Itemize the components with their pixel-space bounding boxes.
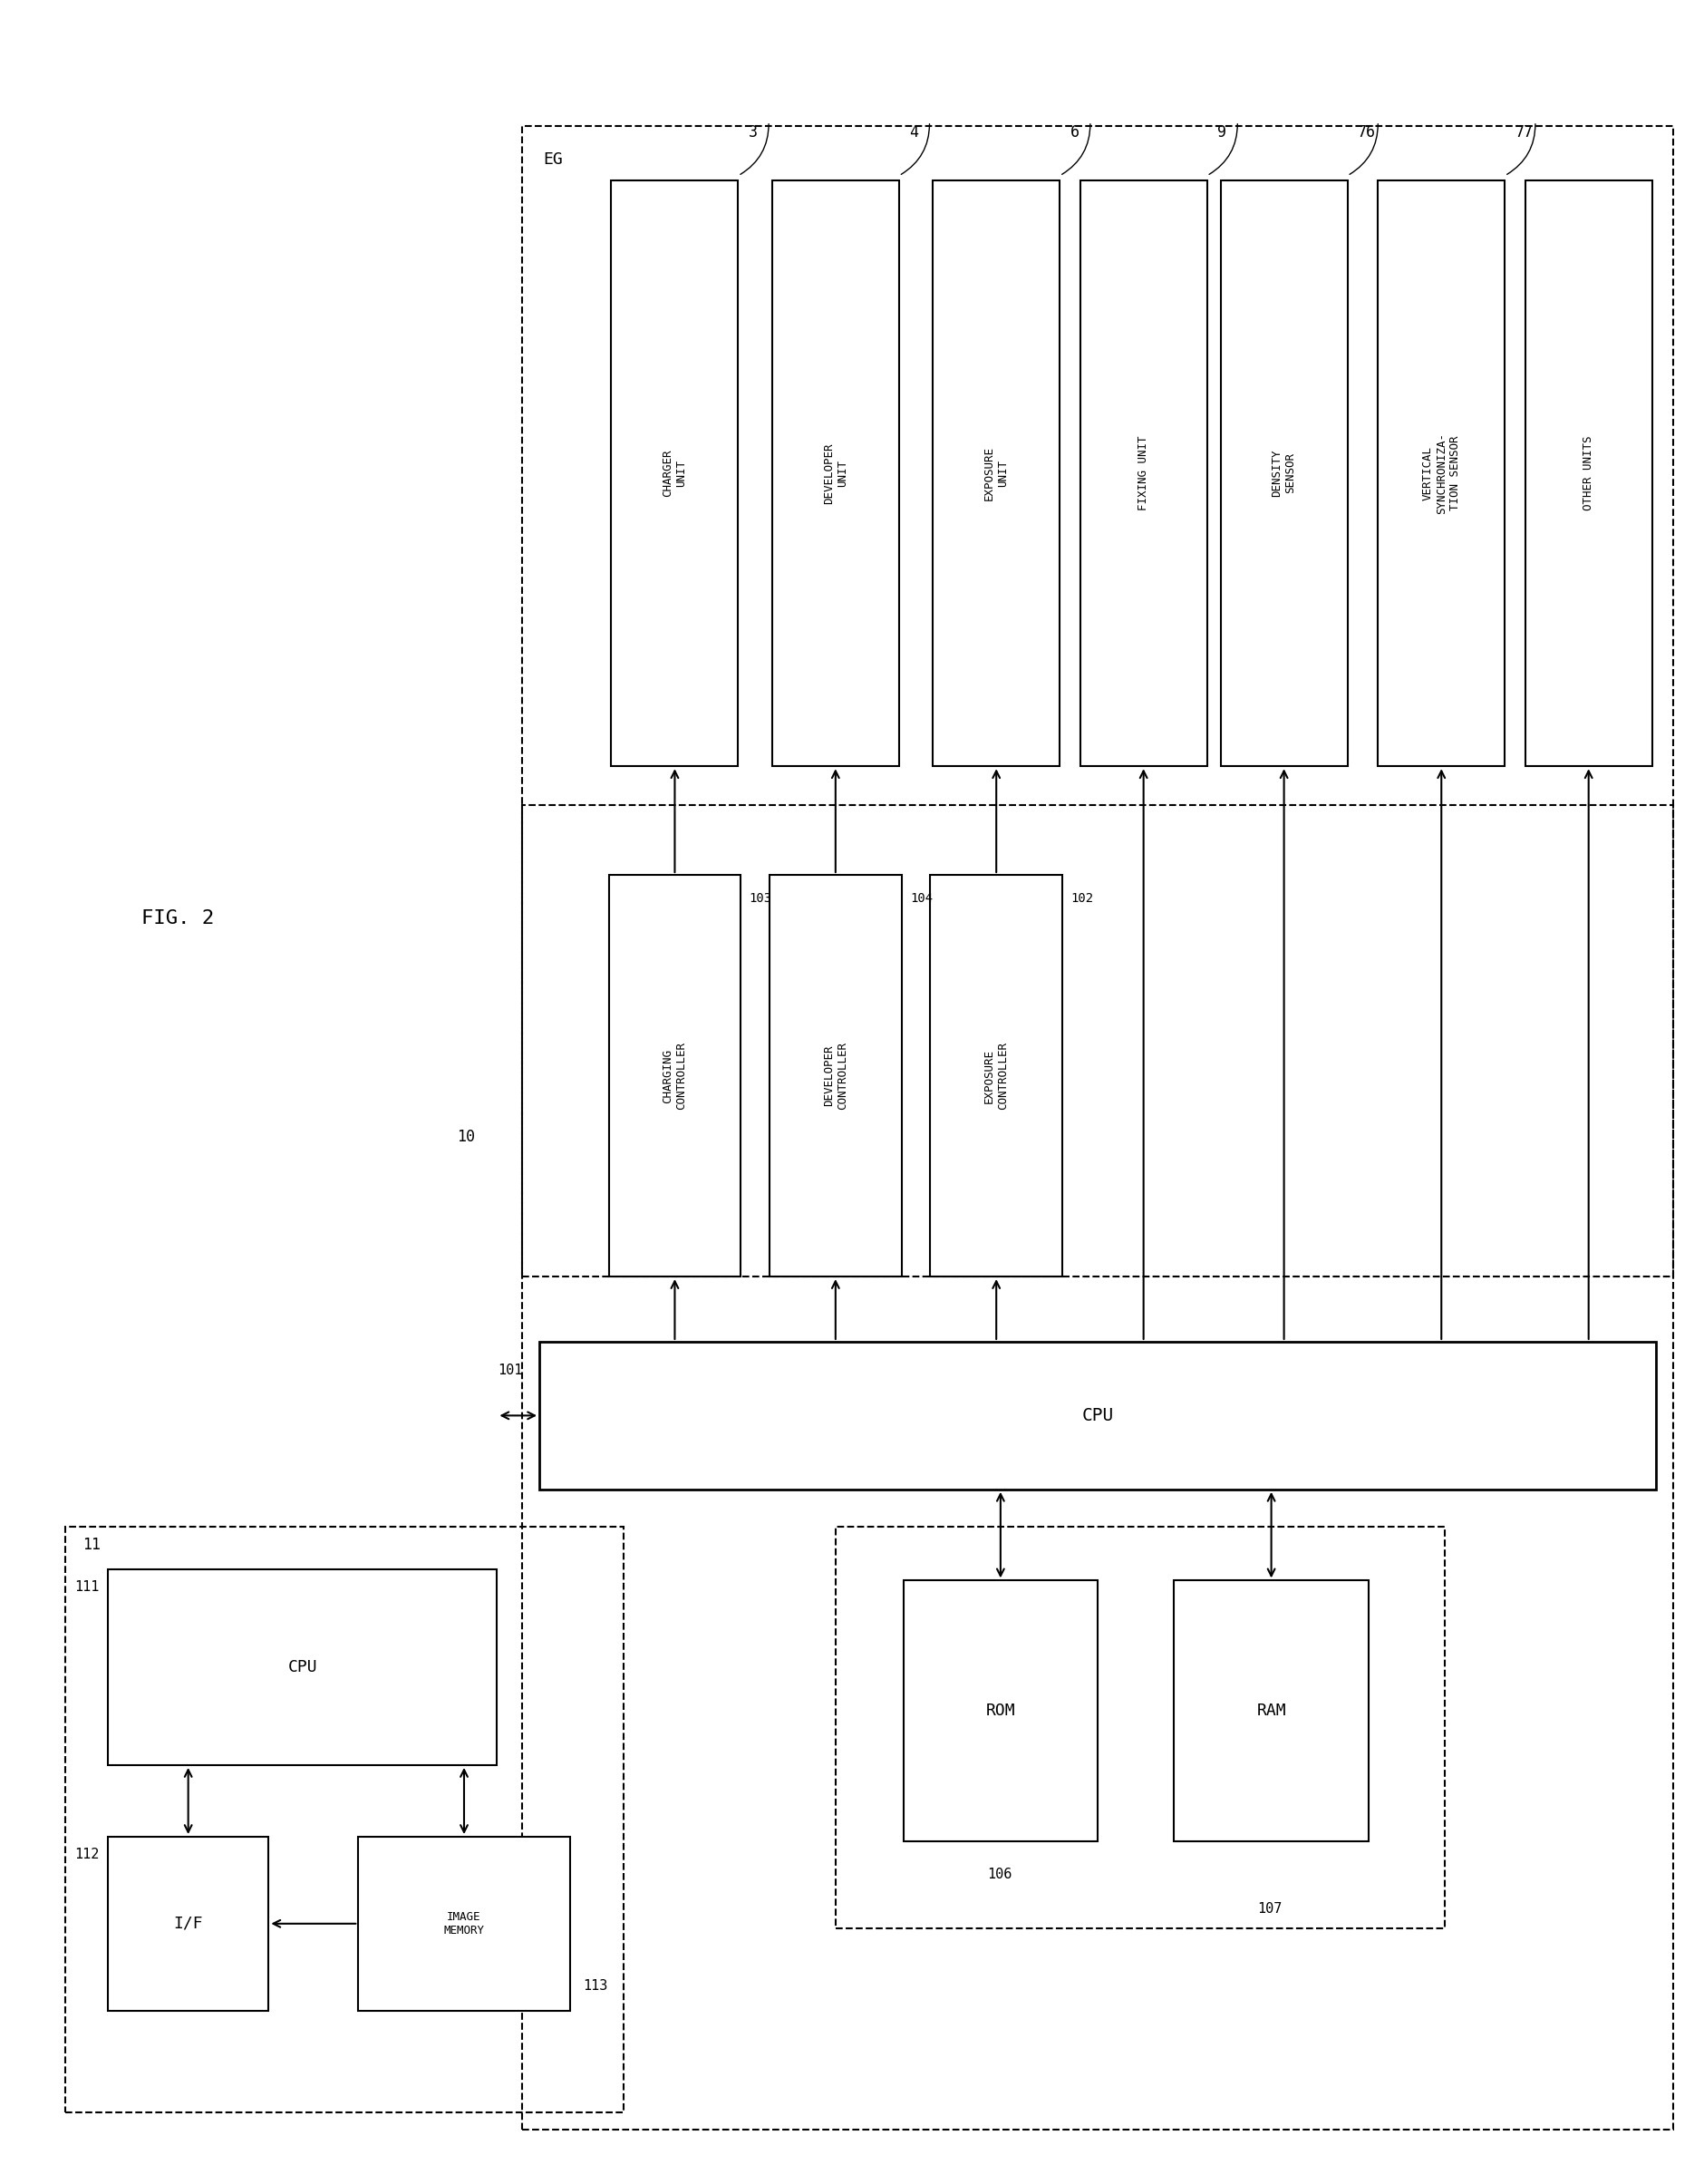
Text: 113: 113	[583, 1979, 608, 1994]
Bar	[538, 1341, 1655, 1489]
Text: 10: 10	[457, 1129, 475, 1144]
Text: 102: 102	[1070, 893, 1092, 904]
Text: 4: 4	[908, 124, 918, 142]
Text: 101: 101	[498, 1363, 521, 1378]
Text: 111: 111	[75, 1581, 99, 1594]
Bar	[932, 179, 1060, 767]
Bar	[769, 876, 901, 1278]
Text: 112: 112	[75, 1848, 99, 1861]
Text: EXPOSURE
UNIT: EXPOSURE UNIT	[983, 446, 1009, 500]
Bar	[107, 1837, 269, 2011]
Text: CPU: CPU	[288, 1660, 317, 1675]
Bar	[608, 876, 740, 1278]
Text: 107: 107	[1258, 1902, 1281, 1915]
Bar	[930, 876, 1062, 1278]
Text: CHARGER
UNIT: CHARGER UNIT	[661, 450, 687, 498]
Text: 9: 9	[1217, 124, 1225, 142]
Bar	[903, 1581, 1097, 1841]
Bar	[772, 179, 898, 767]
Bar	[521, 806, 1672, 2129]
Text: ROM: ROM	[985, 1704, 1016, 1719]
Text: 103: 103	[748, 893, 772, 904]
Text: FIXING UNIT: FIXING UNIT	[1137, 437, 1148, 511]
Text: VERTICAL
SYNCHRONIZA-
TION SENSOR: VERTICAL SYNCHRONIZA- TION SENSOR	[1421, 432, 1460, 513]
Text: 3: 3	[748, 124, 757, 142]
Text: 76: 76	[1356, 124, 1375, 142]
Bar	[65, 1527, 624, 2112]
Bar	[1080, 179, 1206, 767]
Text: EXPOSURE
CONTROLLER: EXPOSURE CONTROLLER	[983, 1042, 1009, 1109]
Text: 11: 11	[82, 1538, 101, 1553]
Bar	[1174, 1581, 1368, 1841]
Bar	[612, 179, 738, 767]
Bar	[358, 1837, 569, 2011]
Text: DEVELOPER
CONTROLLER: DEVELOPER CONTROLLER	[823, 1042, 849, 1109]
Bar	[1377, 179, 1505, 767]
Text: CPU: CPU	[1082, 1406, 1113, 1424]
Bar	[521, 127, 1672, 1278]
Text: DENSITY
SENSOR: DENSITY SENSOR	[1271, 450, 1297, 498]
Text: I/F: I/F	[174, 1915, 203, 1933]
Text: RAM: RAM	[1256, 1704, 1285, 1719]
Text: 6: 6	[1070, 124, 1079, 142]
Text: FIG. 2: FIG. 2	[141, 909, 215, 928]
Text: 77: 77	[1515, 124, 1532, 142]
Text: CHARGING
CONTROLLER: CHARGING CONTROLLER	[661, 1042, 687, 1109]
Text: OTHER UNITS: OTHER UNITS	[1581, 437, 1593, 511]
Text: 104: 104	[910, 893, 932, 904]
Bar	[835, 1527, 1443, 1928]
Bar	[1220, 179, 1346, 767]
Bar	[1525, 179, 1651, 767]
Text: EG: EG	[542, 151, 562, 168]
Bar	[107, 1570, 498, 1765]
Text: DEVELOPER
UNIT: DEVELOPER UNIT	[823, 443, 849, 505]
Text: 106: 106	[987, 1867, 1010, 1880]
Text: IMAGE
MEMORY: IMAGE MEMORY	[443, 1911, 484, 1937]
